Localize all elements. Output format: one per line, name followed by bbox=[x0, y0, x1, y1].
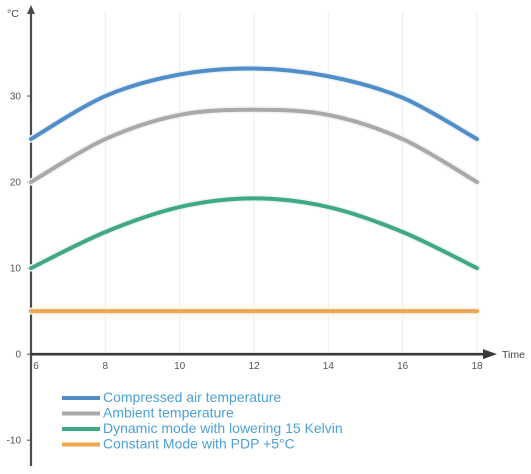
x-tick-label-8: 8 bbox=[103, 361, 109, 372]
legend-item-1: Compressed air temperature bbox=[103, 389, 281, 405]
x-axis-title: Time bbox=[502, 349, 525, 361]
series-line-1 bbox=[29, 66, 479, 142]
y-tick-label-10: 10 bbox=[10, 264, 22, 275]
x-tick-label-16: 16 bbox=[397, 361, 409, 372]
x-axis-arrow-icon bbox=[483, 349, 497, 360]
legend-item-3: Dynamic mode with lowering 15 Kelvin bbox=[103, 420, 343, 436]
y-axis-arrow-icon bbox=[27, 5, 35, 14]
series-line-3 bbox=[29, 196, 479, 271]
y-axis-title: °C bbox=[7, 8, 19, 20]
y-tick-label-20: 20 bbox=[10, 178, 22, 189]
x-tick-label-12: 12 bbox=[248, 361, 260, 372]
y-tick-label--10: -10 bbox=[7, 436, 22, 447]
legend-item-4: Constant Mode with PDP +5°C bbox=[103, 436, 295, 452]
x-tick-label-14: 14 bbox=[323, 361, 335, 372]
x-tick-label-6: 6 bbox=[33, 361, 39, 372]
y-tick-label-30: 30 bbox=[10, 92, 22, 103]
series-line-2 bbox=[29, 107, 479, 185]
x-tick-label-18: 18 bbox=[471, 361, 483, 372]
x-tick-label-10: 10 bbox=[174, 361, 186, 372]
legend-item-2: Ambient temperature bbox=[103, 405, 234, 421]
y-tick-label-0: 0 bbox=[15, 350, 21, 361]
